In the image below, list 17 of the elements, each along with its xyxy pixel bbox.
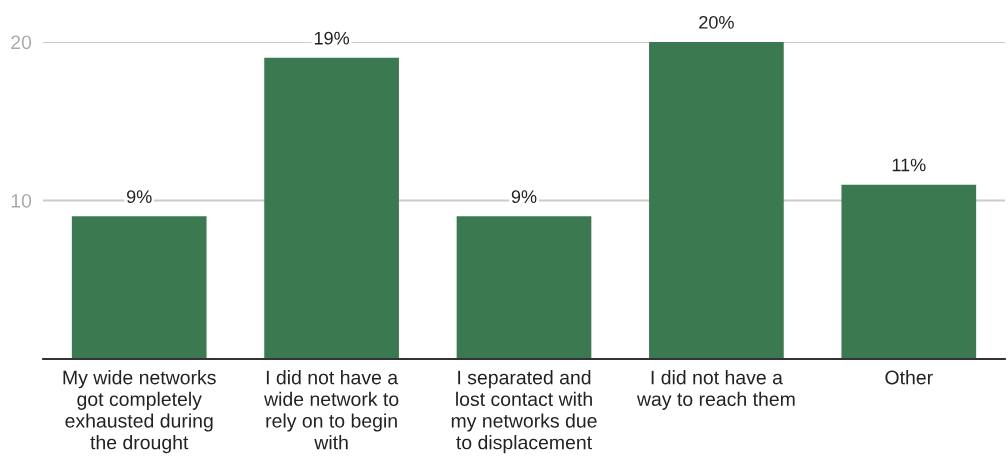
x-tick-label: I separated and lost contact with my networks due to displacement [451, 370, 597, 454]
x-tick-label: I did not have a wide network to rely on to begin with [264, 370, 399, 450]
data-label: 11% [892, 158, 926, 172]
bar [71, 216, 207, 359]
x-tick-label: Other [885, 370, 933, 385]
x-tick-label: I did not have a way to reach them [636, 370, 795, 410]
y-tick-label: 10 [11, 193, 32, 208]
data-label: 9% [511, 190, 537, 204]
bar [456, 216, 592, 359]
data-label: 9% [127, 190, 152, 204]
x-tick-label: My wide networks got completely exhausted during the drought [63, 370, 216, 454]
data-label: 19% [314, 31, 350, 45]
data-label: 20% [699, 15, 734, 29]
bar [649, 42, 784, 359]
bar [264, 57, 399, 359]
y-tick-label: 20 [11, 35, 32, 50]
bar [841, 184, 977, 359]
